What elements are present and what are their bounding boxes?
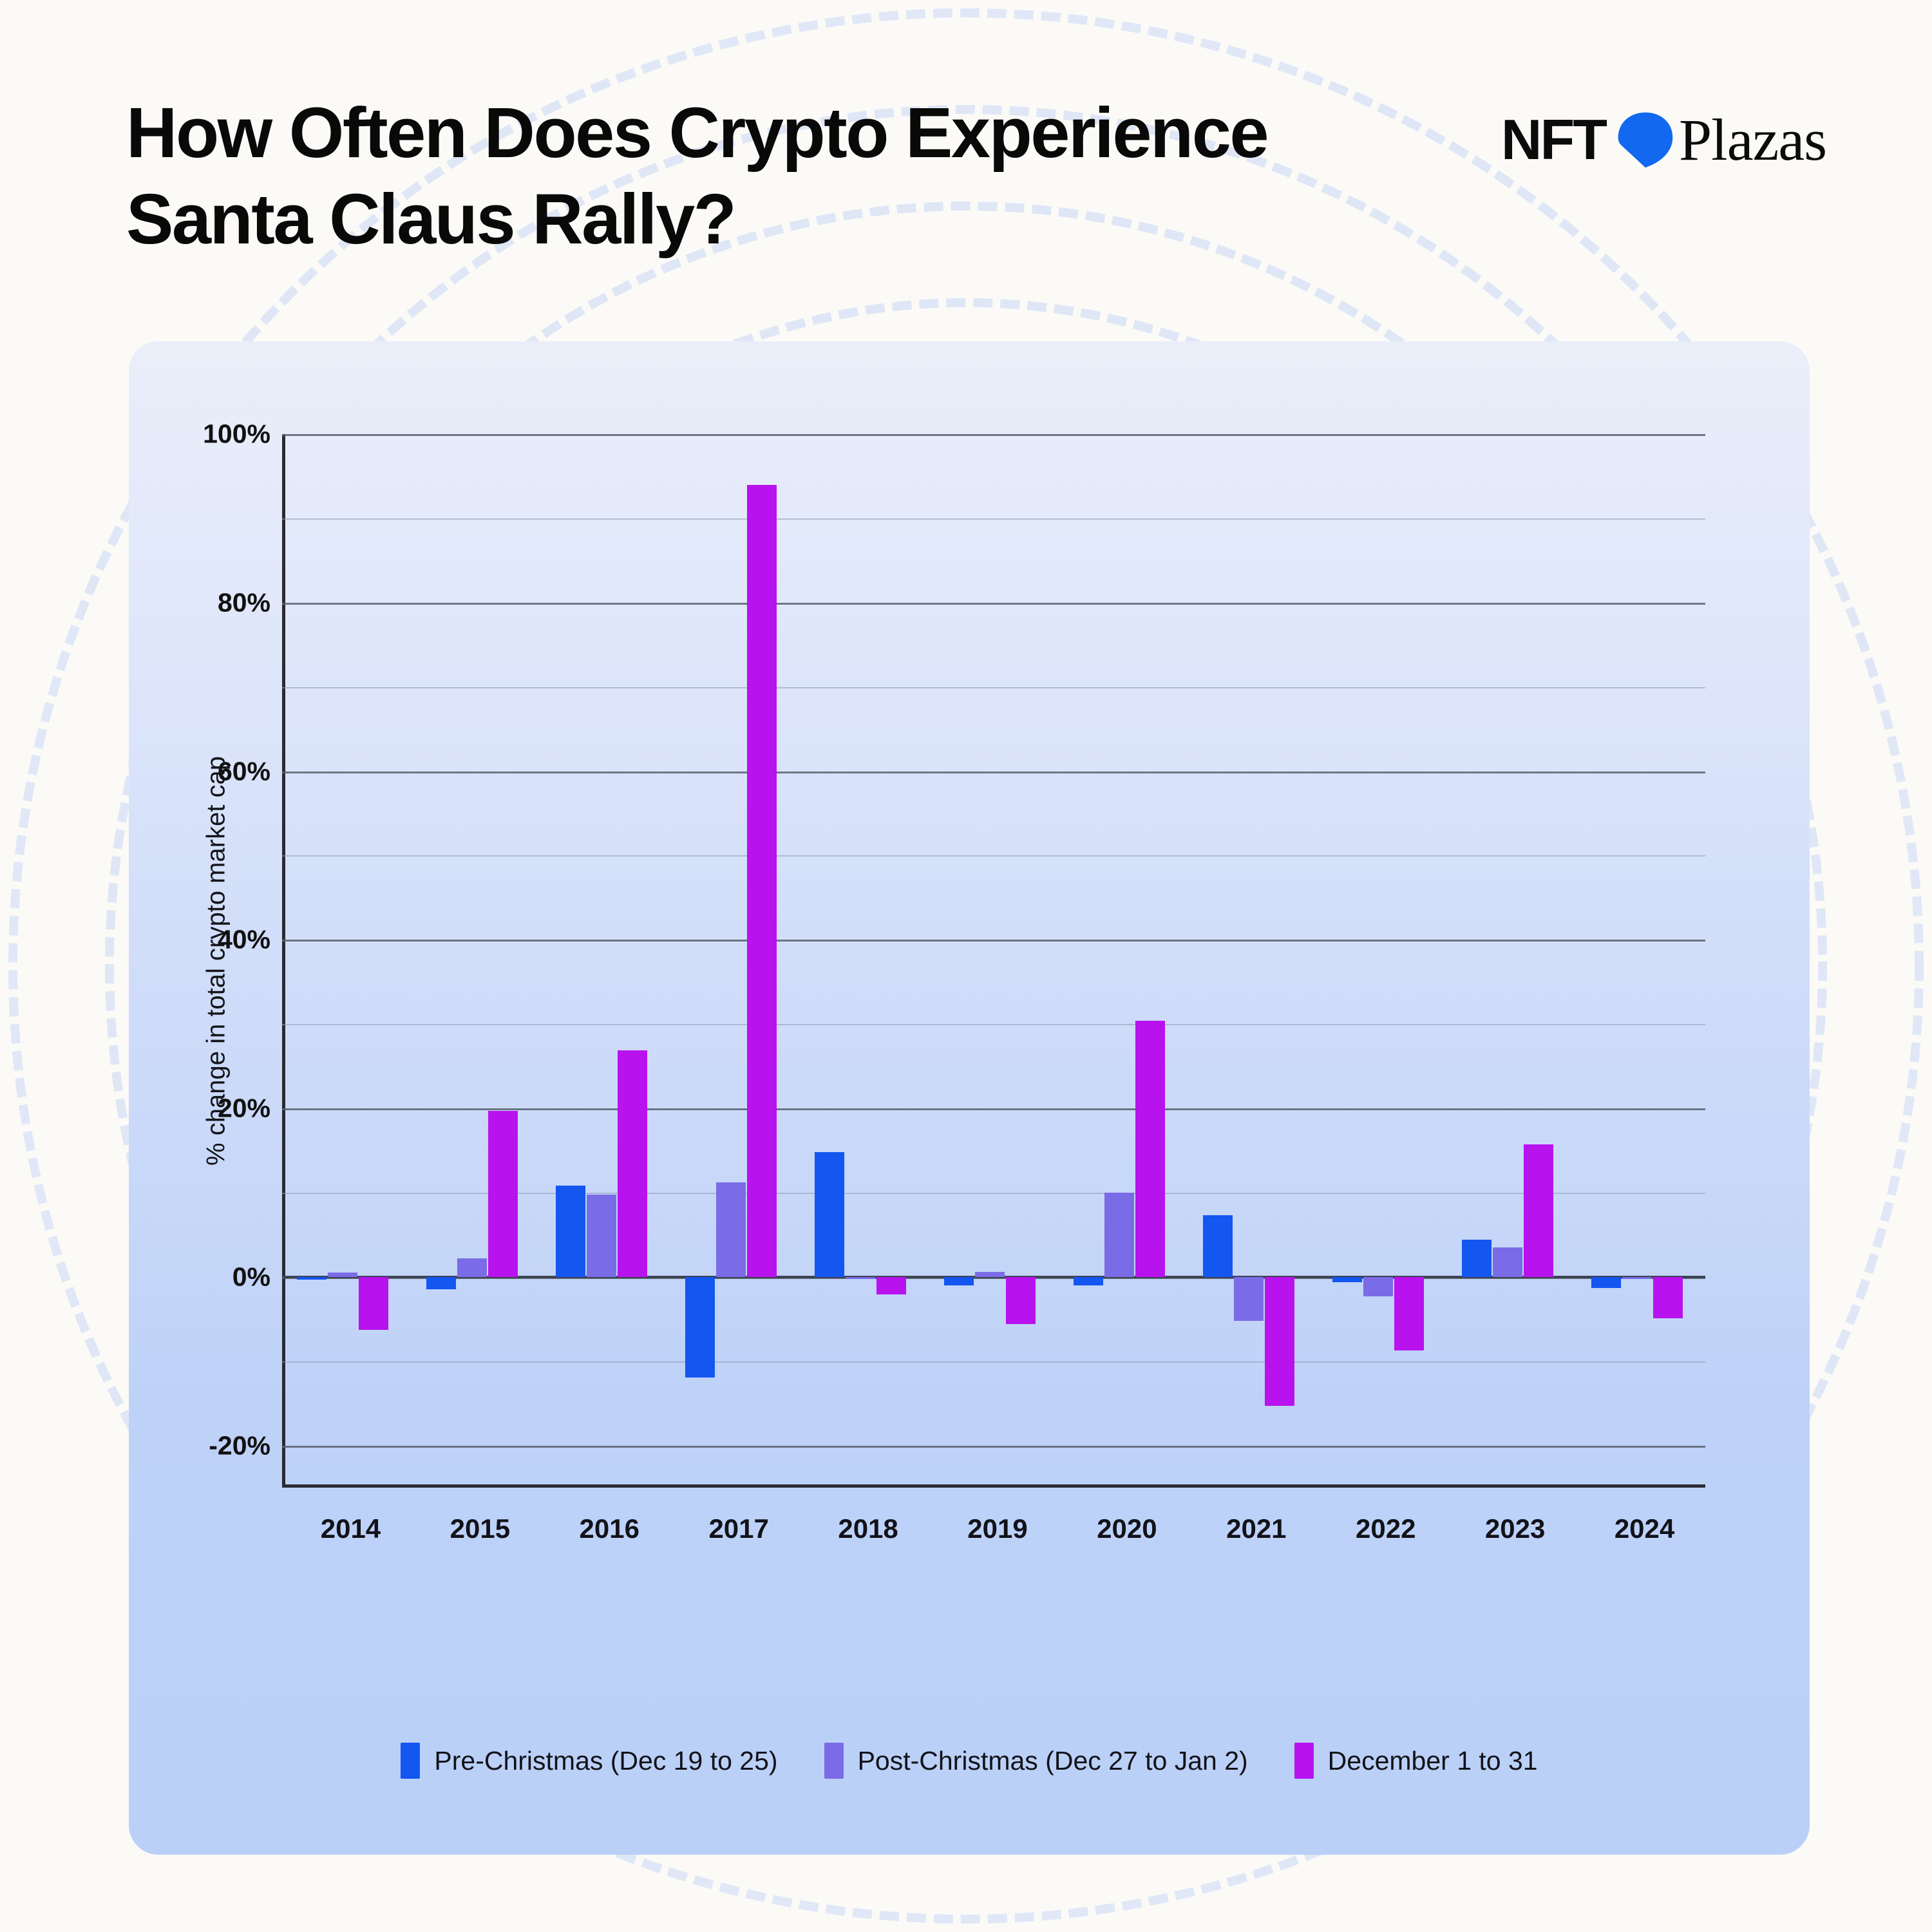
gridline-minor bbox=[282, 855, 1705, 857]
legend-label: Pre-Christmas (Dec 19 to 25) bbox=[434, 1745, 778, 1776]
x-axis-tick-label: 2021 bbox=[1226, 1513, 1287, 1544]
y-axis-tick-label: 60% bbox=[217, 756, 270, 786]
bar bbox=[1073, 1276, 1103, 1285]
x-axis-tick-label: 2020 bbox=[1097, 1513, 1157, 1544]
gridline-major bbox=[282, 1108, 1705, 1111]
bar bbox=[426, 1276, 457, 1290]
y-axis-tick-label: 0% bbox=[232, 1262, 270, 1292]
bar bbox=[1135, 1020, 1165, 1277]
x-axis-tick-label: 2017 bbox=[708, 1513, 769, 1544]
bar bbox=[587, 1194, 617, 1277]
chart-panel: % change in total crypto market cap -20%… bbox=[129, 341, 1810, 1855]
x-axis-tick-label: 2014 bbox=[320, 1513, 381, 1544]
legend-swatch bbox=[824, 1743, 844, 1779]
legend-label: Post-Christmas (Dec 27 to Jan 2) bbox=[857, 1745, 1248, 1776]
bar bbox=[618, 1050, 648, 1277]
plot-inner: -20% 0% 20% 40% 60% 80% 100% 2014 2015 2016 2017 20… bbox=[203, 419, 1705, 1544]
legend-item[interactable]: Post-Christmas (Dec 27 to Jan 2) bbox=[824, 1743, 1248, 1779]
bar bbox=[328, 1273, 358, 1277]
y-axis-line bbox=[282, 434, 285, 1488]
brand-logo: NFT Plazas bbox=[1501, 104, 1827, 175]
gridline-major bbox=[282, 1445, 1705, 1448]
bar bbox=[944, 1276, 974, 1285]
logo-nft-text: NFT bbox=[1501, 108, 1607, 171]
bar bbox=[747, 484, 777, 1277]
page-title: How Often Does Crypto Experience Santa C… bbox=[126, 93, 1269, 260]
gridline-major bbox=[282, 771, 1705, 773]
bar bbox=[1363, 1276, 1393, 1296]
x-axis-tick-label: 2019 bbox=[967, 1513, 1028, 1544]
y-axis-tick-label: -20% bbox=[209, 1430, 270, 1461]
legend-item[interactable]: December 1 to 31 bbox=[1294, 1743, 1538, 1779]
x-axis-tick-label: 2016 bbox=[579, 1513, 639, 1544]
bar bbox=[846, 1276, 876, 1279]
bar bbox=[685, 1276, 715, 1378]
bar bbox=[1461, 1240, 1492, 1277]
header: How Often Does Crypto Experience Santa C… bbox=[126, 90, 1827, 259]
y-axis-tick-label: 40% bbox=[217, 924, 270, 954]
gridline-minor bbox=[282, 687, 1705, 688]
bar bbox=[716, 1182, 746, 1277]
bar bbox=[815, 1152, 845, 1277]
gridline-minor bbox=[282, 1024, 1705, 1026]
bar bbox=[975, 1271, 1005, 1277]
gridline-minor bbox=[282, 1361, 1705, 1363]
gridline-major bbox=[282, 940, 1705, 942]
chart-legend: Pre-Christmas (Dec 19 to 25) Post-Christm… bbox=[129, 1743, 1810, 1779]
bar bbox=[1523, 1144, 1553, 1277]
x-axis-tick-label: 2022 bbox=[1356, 1513, 1416, 1544]
bar bbox=[1591, 1276, 1621, 1288]
bar bbox=[876, 1276, 907, 1295]
location-pin-icon bbox=[1618, 112, 1673, 168]
x-axis-tick-label: 2023 bbox=[1484, 1513, 1546, 1544]
x-axis-tick-label: 2018 bbox=[838, 1513, 898, 1544]
y-axis-tick-label: 100% bbox=[203, 419, 270, 449]
bar bbox=[1104, 1192, 1134, 1277]
bar bbox=[457, 1258, 488, 1277]
bar bbox=[1202, 1215, 1233, 1277]
bar bbox=[1264, 1276, 1294, 1406]
bar bbox=[359, 1276, 389, 1331]
x-axis-tick-label: 2015 bbox=[450, 1513, 511, 1544]
legend-swatch bbox=[401, 1743, 421, 1779]
bar bbox=[297, 1276, 327, 1280]
y-axis-tick-label: 80% bbox=[217, 587, 270, 618]
logo-plazas-text: Plazas bbox=[1678, 107, 1827, 173]
bar bbox=[1622, 1276, 1652, 1279]
legend-item[interactable]: Pre-Christmas (Dec 19 to 25) bbox=[401, 1743, 778, 1779]
bar bbox=[1233, 1276, 1264, 1321]
bar bbox=[556, 1186, 586, 1277]
bar bbox=[1492, 1247, 1522, 1277]
plot-area: % change in total crypto market cap -20%… bbox=[202, 419, 1705, 1544]
x-axis-tick-label: 2024 bbox=[1614, 1513, 1675, 1544]
bar bbox=[1006, 1276, 1036, 1325]
gridline-major bbox=[282, 602, 1705, 605]
bar bbox=[1653, 1276, 1683, 1318]
bar bbox=[1394, 1276, 1424, 1350]
gridline-minor bbox=[282, 518, 1705, 520]
legend-label: December 1 to 31 bbox=[1327, 1745, 1538, 1776]
bar bbox=[488, 1110, 518, 1277]
bar bbox=[1332, 1276, 1362, 1282]
x-axis-line bbox=[282, 1484, 1705, 1488]
y-axis-tick-label: 20% bbox=[217, 1093, 270, 1123]
legend-swatch bbox=[1294, 1743, 1314, 1779]
gridline-major bbox=[282, 434, 1705, 436]
